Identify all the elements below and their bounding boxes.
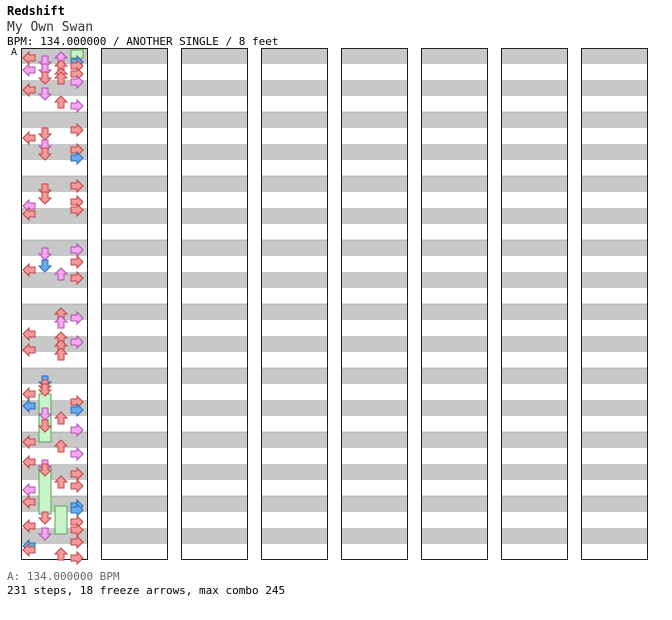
- step-arrow-left: [22, 206, 36, 222]
- step-stats: 231 steps, 18 freeze arrows, max combo 2…: [7, 584, 286, 597]
- step-arrow-left: [22, 82, 36, 98]
- step-arrow-left: [22, 518, 36, 534]
- step-arrow-left: [22, 130, 36, 146]
- step-arrow-down: [37, 259, 53, 273]
- step-arrow-right: [70, 202, 84, 218]
- chart-column: [261, 48, 328, 560]
- step-arrow-left: [22, 542, 36, 558]
- step-arrow-down: [37, 247, 53, 261]
- step-arrow-up: [53, 411, 69, 425]
- step-arrow-down: [37, 383, 53, 397]
- step-arrow-right: [70, 150, 84, 166]
- chart-info: BPM: 134.000000 / ANOTHER SINGLE / 8 fee…: [7, 35, 279, 48]
- step-arrow-left: [22, 62, 36, 78]
- step-arrow-right: [70, 178, 84, 194]
- step-arrow-left: [22, 262, 36, 278]
- step-arrow-down: [37, 511, 53, 525]
- chart-column: [501, 48, 568, 560]
- chart-column: [21, 48, 88, 560]
- step-arrow-down: [37, 419, 53, 433]
- step-arrow-left: [22, 494, 36, 510]
- step-arrow-down: [37, 147, 53, 161]
- song-artist: Redshift: [7, 4, 65, 18]
- chart-column: [181, 48, 248, 560]
- step-arrow-down: [37, 463, 53, 477]
- step-arrow-up: [53, 71, 69, 85]
- step-arrow-left: [22, 342, 36, 358]
- freeze-arrow: [54, 505, 68, 535]
- step-arrow-right: [70, 446, 84, 462]
- bpm-summary: A: 134.000000 BPM: [7, 570, 120, 583]
- step-arrow-left: [22, 434, 36, 450]
- step-arrow-right: [70, 310, 84, 326]
- step-arrow-up: [53, 439, 69, 453]
- chart-column: [421, 48, 488, 560]
- step-arrow-right: [70, 478, 84, 494]
- step-arrow-down: [37, 87, 53, 101]
- step-arrow-down: [37, 527, 53, 541]
- step-arrow-right: [70, 98, 84, 114]
- step-arrow-right: [70, 74, 84, 90]
- step-arrow-left: [22, 454, 36, 470]
- step-arrow-right: [70, 550, 84, 566]
- step-arrow-left: [22, 398, 36, 414]
- step-arrow-up: [53, 347, 69, 361]
- chart-column: [341, 48, 408, 560]
- step-arrow-right: [70, 422, 84, 438]
- step-arrow-up: [53, 547, 69, 561]
- step-arrow-down: [37, 191, 53, 205]
- song-title: My Own Swan: [7, 20, 94, 35]
- step-arrow-up: [53, 475, 69, 489]
- bpm-marker: A: [11, 47, 18, 58]
- step-arrow-right: [70, 402, 84, 418]
- step-arrow-up: [53, 95, 69, 109]
- step-arrow-right: [70, 534, 84, 550]
- step-arrow-down: [37, 127, 53, 141]
- chart-column: [101, 48, 168, 560]
- step-arrow-up: [53, 315, 69, 329]
- step-arrow-down: [37, 71, 53, 85]
- step-arrow-down: [37, 407, 53, 421]
- step-arrow-right: [70, 122, 84, 138]
- step-arrow-right: [70, 254, 84, 270]
- chart-column: [581, 48, 648, 560]
- step-arrow-right: [70, 334, 84, 350]
- step-arrow-left: [22, 326, 36, 342]
- step-arrow-up: [53, 267, 69, 281]
- step-arrow-right: [70, 270, 84, 286]
